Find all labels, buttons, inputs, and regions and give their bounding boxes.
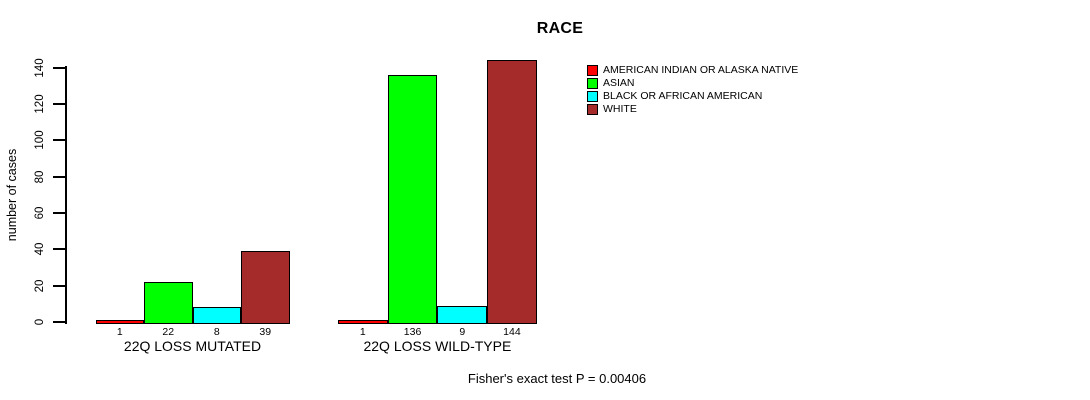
y-tick-mark	[53, 139, 65, 142]
footnote: Fisher's exact test P = 0.00406	[467, 371, 647, 386]
y-tick-label: 100	[34, 130, 46, 150]
bar	[95, 320, 144, 325]
legend-label: BLACK OR AFRICAN AMERICAN	[603, 90, 763, 102]
y-axis-line	[65, 66, 67, 324]
chart-title: RACE	[536, 20, 584, 37]
bar	[387, 74, 438, 325]
bar	[192, 307, 241, 325]
bar-value-label: 144	[503, 326, 521, 338]
bar-value-label: 1	[359, 326, 366, 338]
legend-item: ASIAN	[587, 78, 798, 89]
y-tick-mark	[53, 284, 65, 287]
bar	[437, 305, 488, 325]
x-category-label: 22Q LOSS MUTATED	[123, 338, 262, 354]
x-category-label: 22Q LOSS WILD-TYPE	[363, 338, 512, 354]
legend-label: WHITE	[603, 103, 637, 115]
legend-label: ASIAN	[603, 77, 635, 89]
y-tick-mark	[53, 321, 65, 323]
y-tick-label: 60	[34, 206, 46, 220]
legend-item: BLACK OR AFRICAN AMERICAN	[587, 91, 798, 102]
bar-value-label: 8	[213, 326, 220, 338]
bar	[338, 320, 388, 325]
y-tick-mark	[53, 175, 65, 178]
y-tick-label: 120	[34, 94, 46, 114]
y-tick-mark	[53, 248, 65, 251]
y-tick-mark	[53, 102, 65, 105]
legend-item: AMERICAN INDIAN OR ALASKA NATIVE	[587, 65, 798, 76]
bar	[241, 251, 290, 325]
y-tick-label: 0	[34, 318, 46, 326]
bar-value-label: 39	[259, 326, 272, 338]
y-tick-label: 140	[34, 57, 46, 78]
legend-swatch	[587, 78, 598, 89]
legend-swatch	[587, 104, 598, 115]
legend-swatch	[587, 91, 598, 102]
y-tick-mark	[53, 66, 65, 69]
legend-label: AMERICAN INDIAN OR ALASKA NATIVE	[603, 64, 799, 76]
legend-item: WHITE	[587, 104, 798, 115]
bar-value-label: 22	[162, 326, 175, 338]
legend: AMERICAN INDIAN OR ALASKA NATIVE ASIAN BLA…	[587, 65, 798, 117]
legend-swatch	[587, 65, 598, 76]
bar-value-label: 1	[116, 326, 123, 338]
bar	[487, 60, 537, 325]
y-tick-mark	[53, 211, 65, 214]
bar-value-label: 136	[403, 326, 422, 338]
y-tick-label: 20	[34, 279, 46, 293]
bar-value-label: 9	[459, 326, 466, 338]
y-axis-title: number of cases	[5, 148, 19, 242]
y-tick-label: 80	[34, 170, 46, 183]
bar	[144, 282, 193, 325]
y-tick-label: 40	[34, 242, 46, 256]
